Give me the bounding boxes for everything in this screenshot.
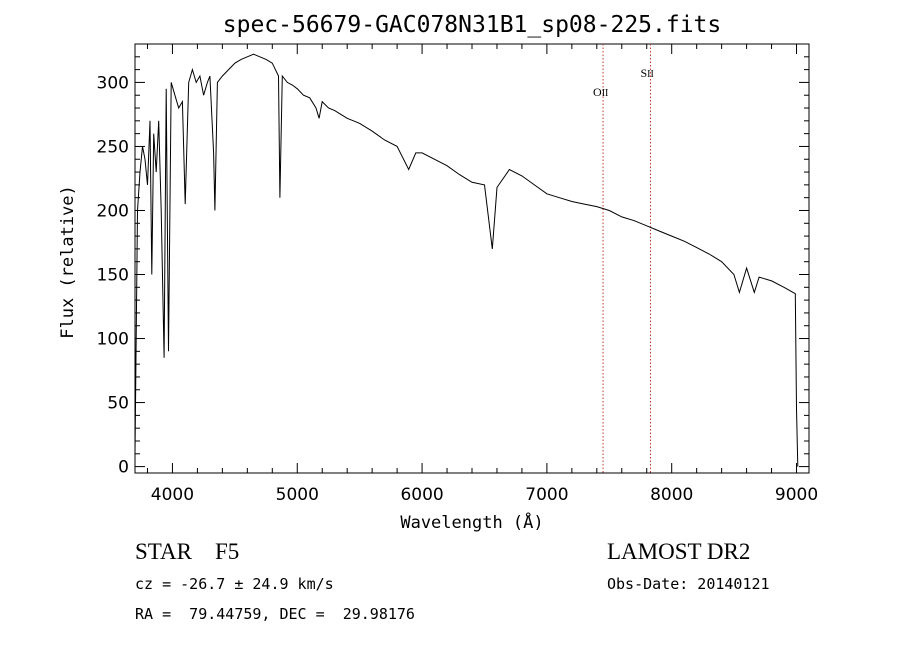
x-tick-label: 6000 [400,485,443,505]
y-tick-label: 0 [118,458,129,478]
x-tick-label: 9000 [775,485,818,505]
obs-date: Obs-Date: 20140121 [607,575,770,593]
x-tick-label: 8000 [650,485,693,505]
x-axis-label: Wavelength (Å) [400,511,543,533]
object-class: STAR F5 [135,539,240,564]
x-tick-label: 7000 [525,485,568,505]
plot-area: 4000 5000 6000 7000 8000 9000 0 50 100 150 200 250 3… [97,43,818,505]
y-tick-label: 50 [107,394,129,414]
x-tick-label: 4000 [151,485,194,505]
spectrum-line [134,53,799,467]
y-axis-label: Flux (relative) [58,185,78,339]
y-tick-label: 300 [97,73,129,93]
chart-title: spec-56679-GAC078N31B1_sp08-225.fits [223,12,722,38]
line-label: SII [640,66,653,80]
line-label: OII [593,85,608,99]
line-label-ion: II [602,88,609,99]
line-label-element: S [640,66,647,80]
line-label-element: O [593,85,602,99]
x-tick-label: 5000 [276,485,319,505]
y-tick-label: 150 [97,266,129,286]
line-label-ion: II [647,69,654,80]
redshift-text: cz = -26.7 ± 24.9 km/s [135,575,334,593]
survey-name: LAMOST DR2 [607,539,751,564]
y-tick-label: 200 [97,201,129,221]
plot-frame [134,43,810,474]
y-tick-label: 100 [97,330,129,350]
coordinates: RA = 79.44759, DEC = 29.98176 [135,605,415,623]
y-tick-label: 250 [97,137,129,157]
